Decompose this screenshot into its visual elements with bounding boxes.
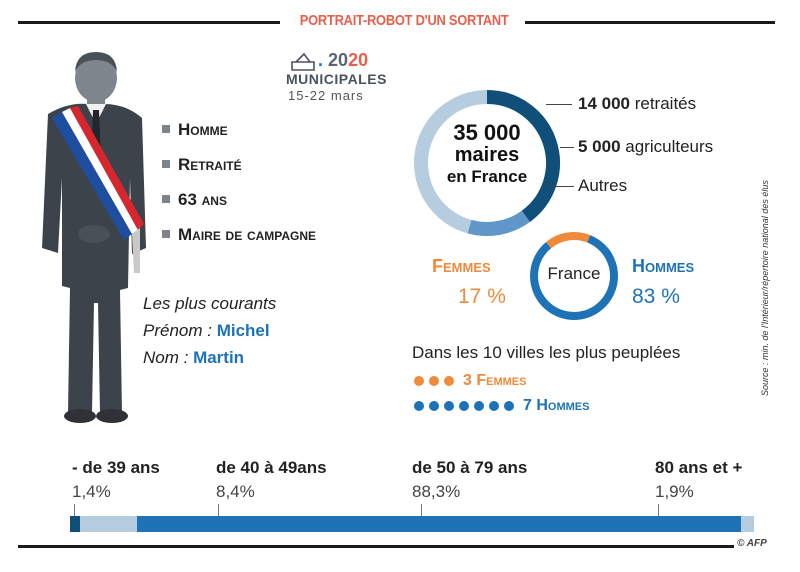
legend-leader-retraites — [546, 104, 572, 105]
femme-dot-icon — [444, 376, 454, 386]
courants-title: Les plus courants — [143, 294, 277, 313]
profile-item-status: Retraité — [162, 155, 242, 175]
sash-red — [70, 106, 144, 230]
legend-leader-autres — [548, 186, 574, 187]
figure-hands — [78, 225, 110, 243]
age-distribution-bar — [70, 516, 754, 532]
figure-hair — [75, 52, 117, 72]
age-label-40-49: de 40 à 49ans — [216, 458, 327, 477]
age-tick-80-plus — [658, 504, 659, 516]
age-segment-50-79 — [137, 516, 741, 532]
villes-hommes-label: 7 Hommes — [523, 397, 590, 414]
bullet-icon — [162, 124, 170, 133]
figure-shoe-right — [96, 409, 128, 423]
femme-dot-icon — [429, 376, 439, 386]
page-title: PORTRAIT-ROBOT D'UN SORTANT — [299, 12, 509, 29]
bullet-icon — [162, 159, 170, 168]
election-name: MUNICIPALES — [286, 71, 387, 87]
villes-hommes-row: 7 Hommes — [414, 397, 589, 415]
villes-title: Dans les 10 villes les plus peuplées — [412, 343, 681, 362]
mayors-total-number: 35 000 — [453, 120, 521, 145]
villes-femmes-label: 3 Femmes — [463, 372, 527, 389]
age-tick-40-49 — [218, 504, 219, 516]
homme-dot-icon — [459, 401, 469, 411]
source-note: Source : min. de l'Intérieur/répertoire … — [760, 180, 770, 396]
femme-dot-icon — [414, 376, 424, 386]
sash-tassel — [132, 228, 140, 273]
bullet-icon — [162, 194, 170, 203]
profile-item-type: Maire de campagne — [162, 225, 316, 245]
legend-autres: Autres — [578, 176, 628, 195]
mayors-donut-chart — [414, 90, 560, 236]
age-label-under-39: - de 39 ans — [72, 458, 160, 477]
age-value-under-39: 1,4% — [72, 482, 111, 501]
profile-item-gender: Homme — [162, 120, 228, 140]
header-rule-right — [525, 21, 775, 24]
age-value-80-plus: 1,9% — [655, 482, 694, 501]
legend-agriculteurs: 5 000 agriculteurs — [578, 137, 714, 156]
homme-dot-icon — [444, 401, 454, 411]
prenom-value: Michel — [216, 321, 270, 340]
hommes-percent: 83 % — [632, 285, 680, 308]
profile-item-age: 63 ans — [162, 190, 227, 210]
age-segment-80-plus — [740, 516, 754, 532]
election-dates: 15-22 mars — [288, 88, 364, 103]
age-value-40-49: 8,4% — [216, 482, 255, 501]
homme-dot-icon — [489, 401, 499, 411]
figure-neck — [87, 98, 105, 108]
age-value-50-79: 88,3% — [412, 482, 461, 501]
homme-dot-icon — [429, 401, 439, 411]
nom-value: Martin — [193, 348, 245, 367]
age-segment-40-49 — [79, 516, 138, 532]
slice-retraites — [486, 90, 560, 223]
header-rule-left — [18, 21, 280, 24]
mayors-total: 35 000 maires en France — [412, 122, 562, 188]
afp-credit: © AFP — [737, 538, 767, 549]
villes-femmes-row: 3 Femmes — [414, 372, 526, 390]
homme-dot-icon — [414, 401, 424, 411]
legend-leader-agriculteurs — [560, 147, 574, 148]
ballot-box-icon — [291, 52, 315, 71]
femmes-label: Femmes — [432, 256, 491, 276]
footer-rule — [18, 545, 734, 548]
courants-prenom: Prénom : Michel — [143, 321, 270, 340]
age-tick-under-39 — [74, 504, 75, 516]
figure-head — [75, 54, 117, 102]
homme-dot-icon — [474, 401, 484, 411]
slice-autres — [414, 90, 488, 234]
mayors-total-country: en France — [446, 167, 528, 186]
age-label-80-plus: 80 ans et + — [655, 458, 743, 477]
homme-dot-icon — [504, 401, 514, 411]
age-tick-50-79 — [421, 504, 422, 516]
election-year: . 2020 — [318, 50, 369, 70]
figure-jacket — [42, 103, 146, 413]
hommes-label: Hommes — [632, 256, 695, 276]
mayors-total-word: maires — [454, 144, 520, 166]
bullet-icon — [162, 229, 170, 238]
slice-femmes — [545, 232, 591, 249]
sash-blue — [52, 112, 132, 240]
age-label-50-79: de 50 à 79 ans — [412, 458, 528, 477]
sash-white — [62, 108, 138, 234]
slice-hommes — [530, 235, 618, 320]
age-segment-under-39 — [70, 516, 80, 532]
legend-retraites: 14 000 retraités — [578, 94, 697, 113]
courants-nom: Nom : Martin — [143, 348, 245, 367]
gender-donut-center: France — [547, 264, 601, 283]
gender-donut-chart — [530, 232, 618, 320]
slice-agriculteurs — [467, 210, 530, 236]
figure-shoe-left — [64, 409, 96, 423]
mayor-figure-illustration — [42, 52, 146, 423]
femmes-percent: 17 % — [458, 285, 506, 308]
